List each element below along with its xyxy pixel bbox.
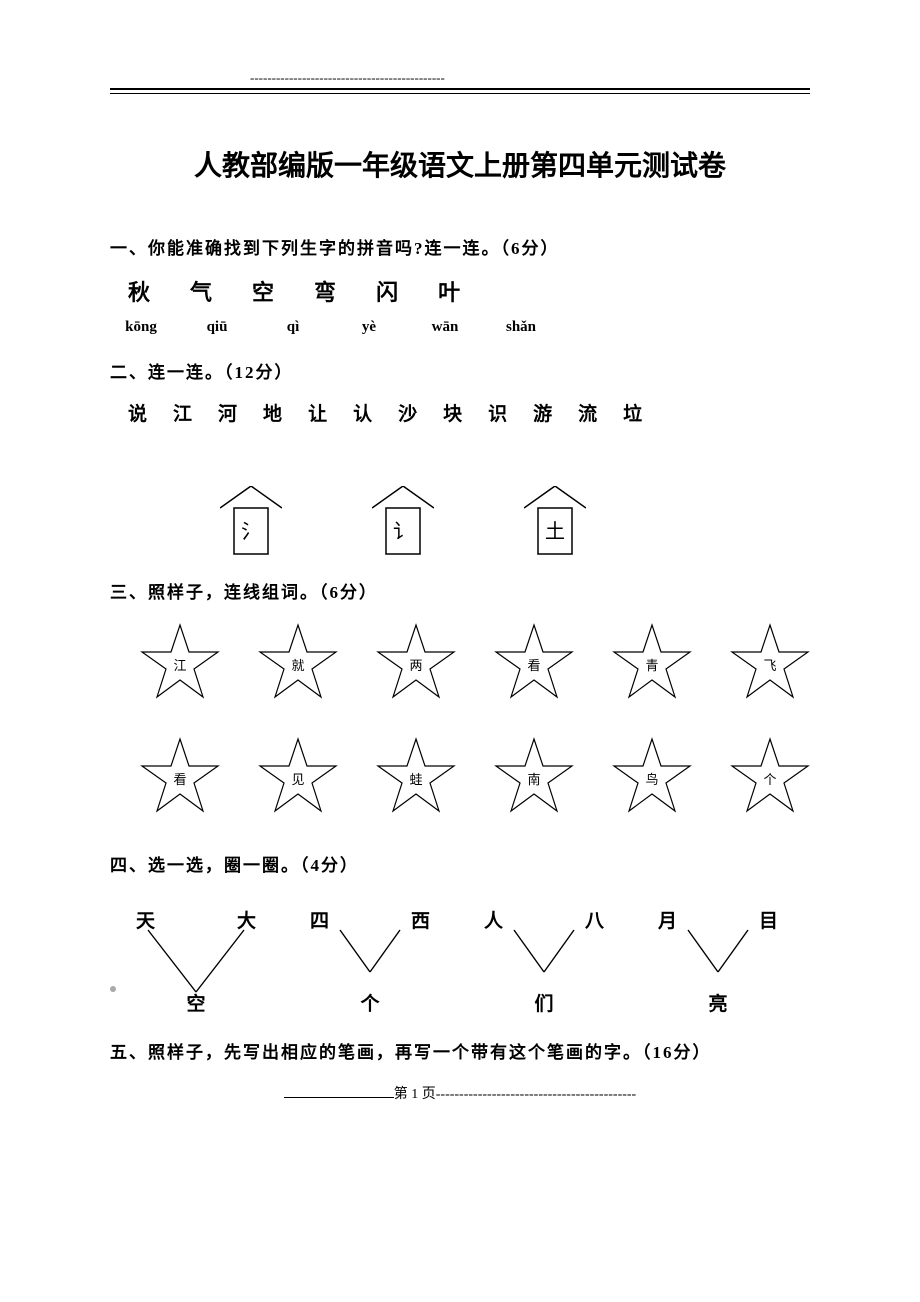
char: 秋 <box>128 275 150 307</box>
house-icon: 讠 <box>372 486 434 556</box>
footer-underline-left <box>284 1097 394 1098</box>
section-4-content: 天 大 空 四 西 个 人 八 们 月 目 <box>110 906 810 1016</box>
page-footer: 第 1 页-----------------------------------… <box>110 1083 810 1103</box>
star-icon: 就 <box>258 623 338 703</box>
star-label: 青 <box>612 655 692 674</box>
q4-bottom-char: 们 <box>484 989 604 1016</box>
section-5-heading: 五、照样子，先写出相应的笔画，再写一个带有这个笔画的字。（16分） <box>110 1038 810 1063</box>
q4-group: 人 八 们 <box>484 906 604 1016</box>
q4-groups: 天 大 空 四 西 个 人 八 们 月 目 <box>136 906 778 1016</box>
char: 让 <box>308 399 327 426</box>
star-icon: 南 <box>494 737 574 817</box>
star-icon: 看 <box>494 623 574 703</box>
char: 垃 <box>623 399 642 426</box>
star-label: 鸟 <box>612 769 692 788</box>
star-label: 两 <box>376 655 456 674</box>
pinyin: yè <box>346 319 392 336</box>
section-1-pinyin: kōng qiū qì yè wān shǎn <box>110 319 810 336</box>
star-icon: 两 <box>376 623 456 703</box>
char: 弯 <box>314 275 336 307</box>
section-1-chars: 秋 气 空 弯 闪 叶 <box>110 275 810 307</box>
char: 气 <box>190 275 212 307</box>
char: 闪 <box>376 275 398 307</box>
char: 地 <box>263 399 282 426</box>
house-row: 氵 讠 土 <box>110 486 810 556</box>
star-icon: 见 <box>258 737 338 817</box>
stars-row-2: 看 见 蛙 南 鸟 个 <box>110 737 810 817</box>
char: 叶 <box>438 275 460 307</box>
star-icon: 蛙 <box>376 737 456 817</box>
char: 说 <box>128 399 147 426</box>
document-title: 人教部编版一年级语文上册第四单元测试卷 <box>110 144 810 184</box>
star-icon: 鸟 <box>612 737 692 817</box>
pinyin: qiū <box>194 319 240 336</box>
star-icon: 看 <box>140 737 220 817</box>
q4-bottom-char: 个 <box>310 989 430 1016</box>
char: 空 <box>252 275 274 307</box>
house-label: 讠 <box>393 520 413 543</box>
char: 认 <box>353 399 372 426</box>
header-dashes: ----------------------------------------… <box>110 70 810 86</box>
house-icon: 土 <box>524 486 586 556</box>
char: 识 <box>488 399 507 426</box>
star-icon: 江 <box>140 623 220 703</box>
q4-group: 天 大 空 <box>136 906 256 1016</box>
star-label: 飞 <box>730 655 810 674</box>
house-icon: 氵 <box>220 486 282 556</box>
star-label: 就 <box>258 655 338 674</box>
star-label: 看 <box>494 655 574 674</box>
q4-group: 四 西 个 <box>310 906 430 1016</box>
section-4-heading: 四、选一选，圈一圈。（4分） <box>110 851 810 876</box>
house-label: 氵 <box>241 521 261 543</box>
pinyin: qì <box>270 319 316 336</box>
section-2-heading: 二、连一连。（12分） <box>110 358 810 383</box>
q4-group: 月 目 亮 <box>658 906 778 1016</box>
star-label: 见 <box>258 769 338 788</box>
section-3-heading: 三、照样子，连线组词。（6分） <box>110 578 810 603</box>
star-label: 个 <box>730 769 810 788</box>
section-1-heading: 一、你能准确找到下列生字的拼音吗?连一连。（6分） <box>110 234 810 259</box>
footer-page-label: 第 1 页 <box>394 1087 436 1102</box>
stars-row-1: 江 就 两 看 青 飞 <box>110 623 810 703</box>
star-label: 南 <box>494 769 574 788</box>
pinyin: shǎn <box>498 319 544 336</box>
double-rule <box>110 88 810 94</box>
char: 游 <box>533 399 552 426</box>
footer-dashes: ----------------------------------------… <box>436 1087 636 1102</box>
char: 河 <box>218 399 237 426</box>
star-label: 看 <box>140 769 220 788</box>
star-label: 江 <box>140 655 220 674</box>
pinyin: wān <box>422 319 468 336</box>
star-icon: 青 <box>612 623 692 703</box>
char: 江 <box>173 399 192 426</box>
char: 块 <box>443 399 462 426</box>
pinyin: kōng <box>118 319 164 336</box>
char: 流 <box>578 399 597 426</box>
section-2-chars: 说 江 河 地 让 认 沙 块 识 游 流 垃 <box>110 399 810 426</box>
page: ----------------------------------------… <box>0 0 920 1133</box>
char: 沙 <box>398 399 417 426</box>
bullet-icon <box>110 986 116 992</box>
star-label: 蛙 <box>376 769 456 788</box>
star-icon: 飞 <box>730 623 810 703</box>
q4-bottom-char: 亮 <box>658 989 778 1016</box>
star-icon: 个 <box>730 737 810 817</box>
house-label: 土 <box>545 520 565 543</box>
q4-bottom-char: 空 <box>136 989 256 1016</box>
